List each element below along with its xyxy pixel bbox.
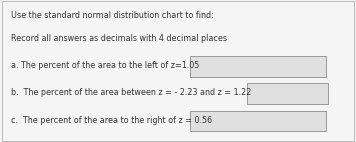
FancyBboxPatch shape (190, 56, 326, 77)
FancyBboxPatch shape (247, 83, 328, 104)
Text: Use the standard normal distribution chart to find:: Use the standard normal distribution cha… (11, 11, 214, 20)
Text: c.  The percent of the area to the right of z = 0.56: c. The percent of the area to the right … (11, 116, 212, 125)
Text: a. The percent of the area to the left of z=1.05: a. The percent of the area to the left o… (11, 61, 199, 70)
Text: Record all answers as decimals with 4 decimal places: Record all answers as decimals with 4 de… (11, 34, 227, 43)
Text: b.  The percent of the area between z = - 2.23 and z = 1.22: b. The percent of the area between z = -… (11, 88, 251, 97)
FancyBboxPatch shape (2, 1, 354, 141)
FancyBboxPatch shape (190, 111, 326, 131)
